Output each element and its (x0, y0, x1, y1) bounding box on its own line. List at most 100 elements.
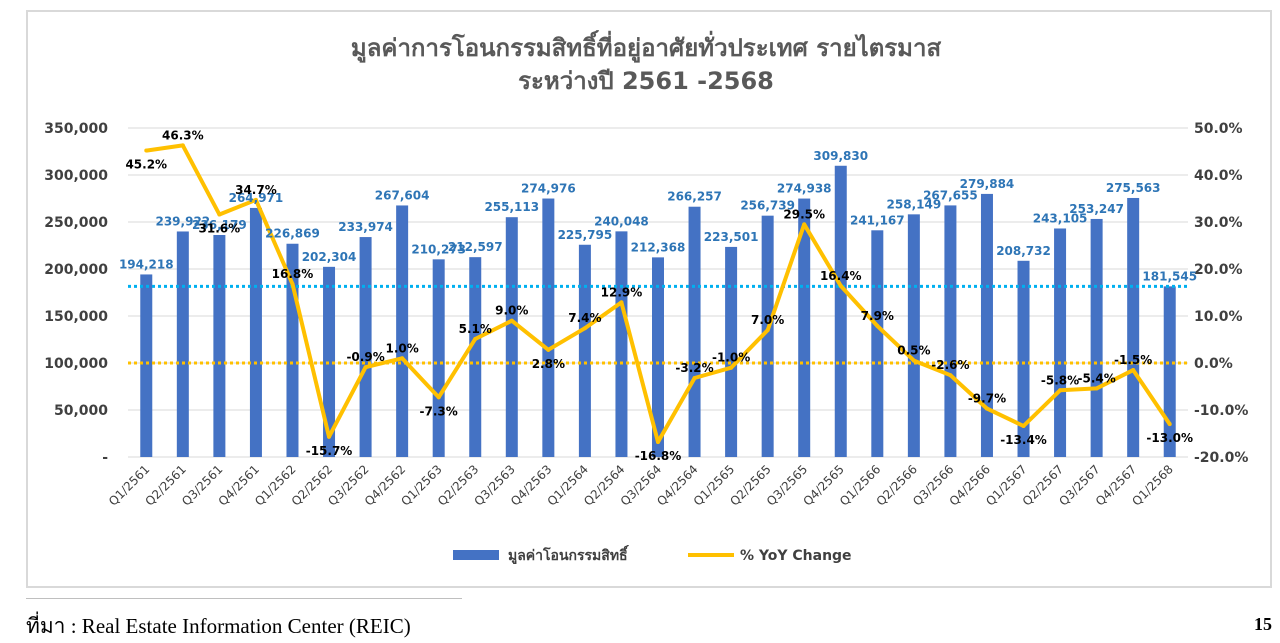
bar-value-label: 309,830 (813, 149, 868, 163)
yoy-value-label: -0.9% (346, 350, 384, 364)
bar-value-label: 194,218 (119, 257, 174, 271)
bar (652, 257, 664, 457)
left-tick-label: 350,000 (44, 121, 108, 137)
bar (213, 234, 226, 457)
yoy-point (509, 318, 514, 323)
yoy-value-label: 7.0% (751, 313, 784, 327)
bar (140, 274, 153, 457)
yoy-point (582, 326, 587, 331)
bar-value-label: 240,048 (594, 214, 649, 228)
yoy-value-label: -1.0% (712, 351, 750, 365)
yoy-value-label: 0.5% (897, 344, 930, 358)
right-tick-label: 50.0% (1194, 121, 1243, 137)
right-tick-label: 30.0% (1194, 215, 1243, 231)
yoy-value-label: 7.4% (568, 311, 601, 325)
source-divider (26, 598, 462, 599)
left-tick-label: 250,000 (44, 215, 108, 231)
bar (249, 207, 262, 457)
bar (176, 231, 189, 457)
bar (1090, 218, 1103, 457)
legend-line-label: % YoY Change (740, 548, 852, 564)
bar-value-label: 264,971 (229, 191, 284, 205)
right-tick-label: 10.0% (1194, 309, 1243, 325)
yoy-value-label: 16.4% (820, 269, 862, 283)
combo-chart: มูลค่าการโอนกรรมสิทธิ์ที่อยู่อาศัยทั่วปร… (44, 30, 1248, 564)
bar-value-label: 212,368 (631, 240, 686, 254)
x-axis-categories: Q1/2561Q2/2561Q3/2561Q4/2561Q1/2562Q2/25… (106, 462, 1176, 508)
right-tick-label: 0.0% (1194, 356, 1233, 372)
bar (944, 205, 957, 457)
bar-value-label: 274,976 (521, 182, 576, 196)
bar (761, 215, 774, 457)
bar-value-label: 212,597 (448, 240, 503, 254)
yoy-value-label: -9.7% (968, 392, 1006, 406)
bar-value-label: 253,247 (1069, 202, 1124, 216)
page-number: 15 (1254, 614, 1272, 634)
yoy-point (692, 376, 697, 381)
source-note: ที่มา : Real Estate Information Center (… (26, 614, 411, 638)
yoy-point (180, 143, 185, 148)
line-series (144, 143, 1172, 444)
legend: มูลค่าโอนกรรมสิทธิ์ % YoY Change (453, 544, 852, 564)
bar-series (140, 165, 1176, 458)
bar (505, 217, 518, 457)
bar-value-label: 279,884 (960, 177, 1015, 191)
bar-value-label: 267,655 (923, 188, 978, 202)
yoy-value-label: 34.7% (235, 183, 277, 197)
bar (1163, 286, 1176, 457)
left-tick-label: 300,000 (44, 168, 108, 184)
left-tick-label: 200,000 (44, 262, 108, 278)
yoy-value-label: 9.0% (495, 304, 528, 318)
yoy-value-label: 16.8% (272, 267, 314, 281)
right-tick-label: -10.0% (1194, 403, 1248, 419)
yoy-value-label: -13.0% (1146, 431, 1193, 445)
yoy-point (1094, 386, 1099, 391)
legend-bar-label: มูลค่าโอนกรรมสิทธิ์ (508, 544, 629, 564)
bar (1127, 197, 1140, 458)
yoy-value-label: 1.0% (385, 341, 418, 355)
yoy-value-label: 45.2% (125, 158, 167, 172)
bar-value-label: 267,604 (375, 188, 430, 202)
yoy-point (802, 222, 807, 227)
yoy-point (436, 395, 441, 400)
bar-value-label: 225,795 (558, 228, 613, 242)
yoy-value-label: -13.4% (1000, 433, 1047, 447)
yoy-value-label: 29.5% (783, 207, 825, 221)
legend-bar-swatch (453, 550, 499, 560)
bar (871, 230, 884, 457)
yoy-point (290, 282, 295, 287)
yoy-point (400, 356, 405, 361)
right-tick-label: -20.0% (1194, 450, 1248, 466)
bar (798, 198, 811, 457)
bar (1054, 228, 1067, 457)
bar-value-label: 239,922 (155, 214, 210, 228)
chart-title-line1: มูลค่าการโอนกรรมสิทธิ์ที่อยู่อาศัยทั่วปร… (351, 30, 942, 63)
yoy-point (948, 373, 953, 378)
bar-value-label: 181,545 (1142, 269, 1197, 283)
chart-title-line2: ระหว่างปี 2561 -2568 (518, 67, 774, 95)
left-tick-label: 100,000 (44, 356, 108, 372)
yoy-value-label: 2.8% (532, 357, 565, 371)
bar-value-label: 236,179 (192, 218, 247, 232)
bar-value-label: 208,732 (996, 244, 1051, 258)
yoy-value-label: -1.5% (1114, 353, 1152, 367)
line-data-labels: 45.2% 46.3% 31.6% 34.7% 16.8% -15.7% -0.9%1.0%… (125, 128, 1193, 463)
yoy-point (363, 365, 368, 370)
bar-value-label: 266,257 (667, 190, 722, 204)
yoy-point (984, 406, 989, 411)
bar (980, 193, 993, 457)
yoy-point (473, 337, 478, 342)
yoy-point (327, 434, 332, 439)
yoy-value-label: -5.4% (1077, 371, 1115, 385)
bar (396, 205, 409, 457)
yoy-value-label: -2.6% (931, 358, 969, 372)
bar (834, 165, 847, 457)
right-y-axis: -20.0% -10.0% 0.0% 10.0% 20.0% 30.0% 40.0% 50.0… (1194, 121, 1248, 466)
bar-value-label: 210,273 (411, 242, 466, 256)
bar (323, 266, 336, 457)
yoy-value-label: -3.2% (675, 361, 713, 375)
yoy-value-label: -15.7% (306, 444, 353, 458)
yoy-value-label: 46.3% (162, 128, 204, 142)
bar (1017, 260, 1030, 457)
reference-lines (128, 284, 1188, 365)
